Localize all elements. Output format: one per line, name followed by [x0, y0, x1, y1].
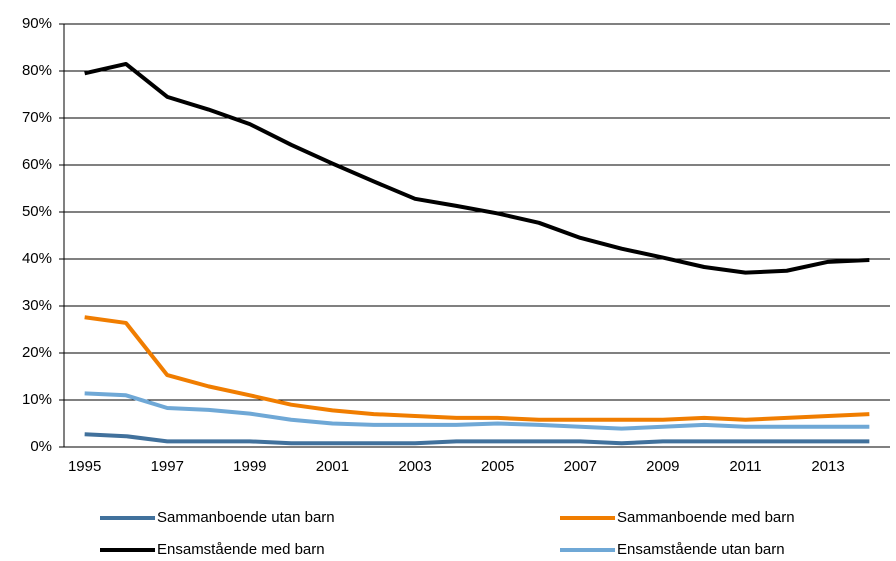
x-tick-label: 1999	[233, 458, 266, 475]
y-tick-label: 30%	[22, 297, 52, 314]
x-tick-label: 2011	[729, 458, 761, 475]
series-line	[84, 432, 870, 446]
legend-label: Sammanboende utan barn	[157, 509, 335, 526]
y-tick-label: 50%	[22, 203, 52, 220]
y-tick-label: 20%	[22, 344, 52, 361]
x-tick-label: 1995	[68, 458, 101, 475]
x-tick-label: 2001	[316, 458, 349, 475]
y-tick-label: 10%	[22, 391, 52, 408]
legend-label: Ensamstående utan barn	[617, 541, 785, 558]
x-tick-label: 2007	[564, 458, 597, 475]
x-tick-label: 2005	[481, 458, 514, 475]
legend-label: Ensamstående med barn	[157, 541, 325, 558]
series-line	[84, 315, 870, 422]
series-line	[84, 391, 870, 431]
y-tick-label: 80%	[22, 62, 52, 79]
legend-label: Sammanboende med barn	[617, 509, 795, 526]
y-tick-label: 60%	[22, 156, 52, 173]
x-tick-label: 2013	[811, 458, 844, 475]
y-tick-label: 70%	[22, 109, 52, 126]
x-tick-label: 2009	[646, 458, 679, 475]
y-tick-label: 40%	[22, 250, 52, 267]
y-tick-label: 0%	[30, 438, 52, 455]
x-tick-label: 2003	[398, 458, 431, 475]
series-line	[84, 61, 870, 275]
x-tick-label: 1997	[151, 458, 184, 475]
y-tick-label: 90%	[22, 15, 52, 32]
